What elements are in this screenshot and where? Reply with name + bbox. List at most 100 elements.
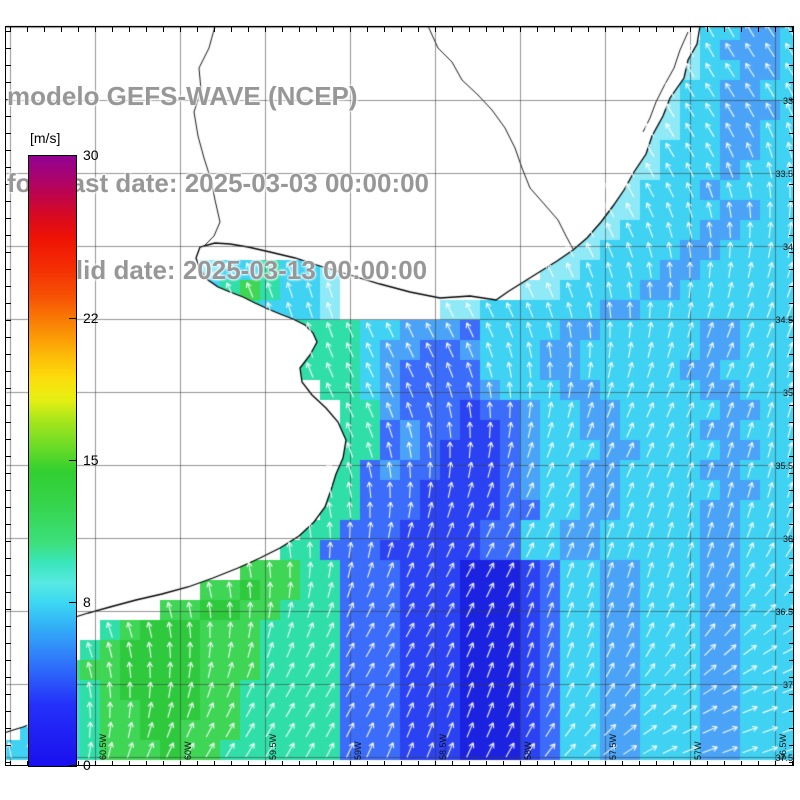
frame-tick [469,761,470,766]
frame-tick [299,761,300,766]
frame-tick [554,761,555,766]
frame-tick [789,609,794,610]
colorbar-tick [69,765,77,766]
colorbar-tick [69,460,77,461]
frame-tick [6,388,11,389]
frame-tick [789,65,794,66]
frame-tick [605,27,606,32]
frame-tick [789,31,794,32]
frame-tick [6,677,11,678]
frame-tick [789,660,794,661]
title-block: modelo GEFS-WAVE (NCEP) forecast date: 2… [7,24,429,343]
frame-tick [146,27,147,32]
frame-tick [724,761,725,766]
frame-tick [10,761,11,766]
frame-tick [690,761,691,766]
frame-tick [6,303,11,304]
frame-tick [707,27,708,32]
frame-tick [775,27,776,32]
frame-tick [789,133,794,134]
frame-tick [520,761,521,766]
frame-tick [6,507,11,508]
frame-tick [6,541,11,542]
frame-tick [6,439,11,440]
frame-tick [6,167,11,168]
frame-tick [6,405,11,406]
frame-tick [789,626,794,627]
frame-tick [6,456,11,457]
frame-tick [673,27,674,32]
frame-tick [789,167,794,168]
frame-tick [789,728,794,729]
frame-tick [741,27,742,32]
frame-tick [299,27,300,32]
frame-tick [6,286,11,287]
frame-tick [789,592,794,593]
latitude-label: 35 [782,387,793,398]
frame-tick [231,761,232,766]
colorbar-tick [69,602,77,604]
frame-tick [248,27,249,32]
frame-tick [129,27,130,32]
frame-tick [248,761,249,766]
latitude-label: 34.5 [775,314,793,325]
frame-tick [6,626,11,627]
frame-tick [367,761,368,766]
frame-tick [6,235,11,236]
frame-tick [10,27,11,32]
frame-tick [571,27,572,32]
frame-tick [350,761,351,766]
frame-tick [758,761,759,766]
frame-tick [789,762,794,763]
frame-tick [6,524,11,525]
longitude-label: 59W [352,741,363,760]
frame-tick [789,694,794,695]
longitude-label: 56.5W [777,733,788,760]
frame-tick [789,439,794,440]
frame-tick [6,643,11,644]
frame-tick [789,235,794,236]
frame-tick [401,761,402,766]
colorbar-tick-label: 22 [83,309,99,326]
frame-tick [789,269,794,270]
frame-tick [6,422,11,423]
frame-tick [6,48,11,49]
frame-tick [789,677,794,678]
frame-tick [6,354,11,355]
frame-tick [6,609,11,610]
frame-tick [789,405,794,406]
frame-tick [350,27,351,32]
valid-date-text: valid date: 2025-03-13 00:00:00 [47,255,428,285]
colorbar-tick-label: 30 [83,147,99,163]
frame-tick [401,27,402,32]
frame-tick [6,711,11,712]
frame-tick [690,27,691,32]
frame-tick [789,201,794,202]
frame-tick [163,27,164,32]
frame-tick [469,27,470,32]
frame-tick [27,761,28,766]
frame-tick [537,27,538,32]
frame-tick [180,27,181,32]
frame-tick [792,27,793,32]
frame-tick [112,27,113,32]
frame-tick [741,761,742,766]
colorbar: [m/s] 30 22 15 8 0 [28,130,168,780]
frame-tick [789,524,794,525]
frame-tick [486,27,487,32]
frame-tick [789,320,794,321]
frame-tick [789,252,794,253]
frame-tick [656,27,657,32]
frame-tick [605,761,606,766]
latitude-label: 37 [782,679,793,690]
frame-tick [789,150,794,151]
frame-tick [789,303,794,304]
colorbar-tick-label: 8 [83,594,91,611]
frame-tick [214,761,215,766]
frame-tick [6,116,11,117]
frame-tick [6,694,11,695]
frame-tick [789,643,794,644]
frame-tick [265,27,266,32]
frame-tick [6,65,11,66]
